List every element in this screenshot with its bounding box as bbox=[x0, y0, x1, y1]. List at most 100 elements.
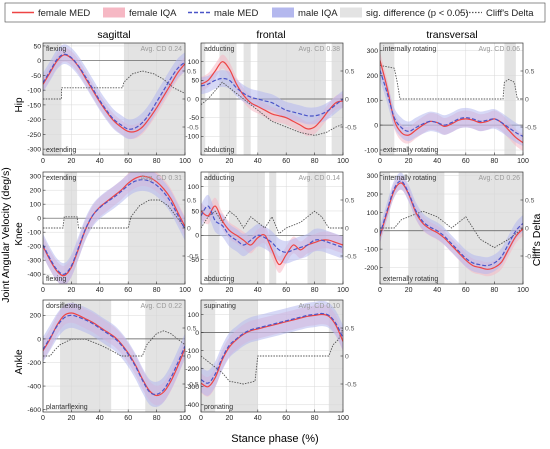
male-med-line bbox=[380, 70, 523, 137]
direction-label-top: dorsiflexing bbox=[46, 303, 82, 310]
y-tick-label: -200 bbox=[185, 366, 199, 373]
x-tick-label: 100 bbox=[517, 158, 529, 165]
panels: 0 20 40 60 80 100 50 0 -50 -100 -150 -200 -250 -300 0.… bbox=[27, 42, 537, 422]
x-tick-label: 80 bbox=[153, 158, 161, 165]
cd-tick-label: 0 bbox=[345, 353, 349, 360]
cd-tick-label: 0 bbox=[525, 225, 529, 232]
y-tick-label: 100 bbox=[30, 202, 42, 209]
direction-label-top: supinating bbox=[204, 303, 236, 310]
x-tick-label: 100 bbox=[179, 415, 191, 422]
cliffs-delta-line bbox=[43, 199, 185, 229]
cliffs-delta-line bbox=[201, 327, 343, 385]
cd-tick-label: 0.5 bbox=[345, 325, 355, 332]
legend-entry-cd: Cliff's Delta bbox=[460, 8, 534, 19]
cd-tick-label: 0 bbox=[187, 96, 191, 103]
x-tick-label: 100 bbox=[179, 287, 191, 294]
y-tick-label: 200 bbox=[30, 188, 42, 195]
y-tick-label: -200 bbox=[364, 265, 378, 272]
x-tick-label: 20 bbox=[68, 415, 76, 422]
x-tick-label: 20 bbox=[405, 287, 413, 294]
female-med-line bbox=[43, 175, 185, 277]
direction-label-bottom: pronating bbox=[204, 404, 233, 411]
x-tick-label: 0 bbox=[378, 287, 382, 294]
direction-label-top: flexing bbox=[46, 46, 66, 53]
cd-tick-label: -0.5 bbox=[525, 253, 537, 260]
sig-difference-region bbox=[504, 43, 516, 155]
x-tick-label: 0 bbox=[41, 158, 45, 165]
male-iqa-band bbox=[43, 44, 185, 140]
y-tick-label: 0 bbox=[195, 330, 199, 337]
cd-tick-label: 0.5 bbox=[187, 197, 197, 204]
direction-label-top: internally rotating bbox=[383, 46, 436, 53]
y-tick-label: -300 bbox=[185, 384, 199, 391]
legend-label: male MED bbox=[214, 8, 258, 19]
male-med-line bbox=[43, 53, 185, 130]
y-tick-label: -50 bbox=[189, 257, 199, 264]
y-tick-label: 0 bbox=[37, 216, 41, 223]
cd-tick-label: 0.5 bbox=[525, 68, 535, 75]
legend-label: Cliff's Delta bbox=[486, 8, 534, 19]
cd-tick-label: 0 bbox=[345, 96, 349, 103]
direction-label-bottom: extending bbox=[46, 147, 76, 154]
x-tick-label: 100 bbox=[337, 287, 349, 294]
x-tick-label: 20 bbox=[68, 158, 76, 165]
x-tick-label: 40 bbox=[433, 287, 441, 294]
male-iqa-band bbox=[380, 60, 523, 147]
legend-label: sig. difference (p < 0.05) bbox=[366, 8, 469, 19]
x-tick-label: 80 bbox=[311, 415, 319, 422]
y-tick-label: -100 bbox=[27, 88, 41, 95]
direction-label-top: adducting bbox=[204, 46, 234, 53]
female-med-line bbox=[380, 60, 523, 144]
y-tick-label: -100 bbox=[364, 247, 378, 254]
column-titles: sagittal frontal transversal bbox=[97, 29, 477, 41]
y-tick-label: -300 bbox=[27, 258, 41, 265]
x-tick-label: 80 bbox=[311, 287, 319, 294]
x-tick-label: 20 bbox=[226, 415, 234, 422]
y-tick-label: 300 bbox=[367, 173, 379, 180]
y-tick-label: 0 bbox=[37, 336, 41, 343]
x-tick-label: 60 bbox=[124, 415, 132, 422]
cd-tick-label: 0 bbox=[187, 225, 191, 232]
y-tick-label: 100 bbox=[188, 184, 200, 191]
x-tick-label: 40 bbox=[96, 415, 104, 422]
panel-knee-frontal: 0 20 40 60 80 100 100 50 0 -50 0.5 0 -0.5 adducting ab… bbox=[188, 171, 357, 294]
x-tick-label: 0 bbox=[199, 158, 203, 165]
avg-cd-label: Avg. CD 0.31 bbox=[140, 175, 182, 182]
female-med-line bbox=[201, 205, 343, 266]
female-iqa-band bbox=[201, 54, 343, 136]
avg-cd-label: Avg. CD 0.24 bbox=[140, 46, 182, 53]
row-title-hip: Hip bbox=[14, 97, 25, 112]
sig-difference-region bbox=[380, 172, 391, 284]
avg-cd-label: Avg. CD 0.26 bbox=[478, 175, 520, 182]
y-tick-label: -400 bbox=[27, 272, 41, 279]
cd-tick-label: -0.5 bbox=[525, 124, 537, 131]
x-tick-label: 40 bbox=[254, 415, 262, 422]
y-tick-label: 200 bbox=[367, 191, 379, 198]
cliffs-delta-line bbox=[201, 81, 343, 136]
x-tick-label: 40 bbox=[254, 158, 262, 165]
legend: female MED female IQA male MED male IQA sig.… bbox=[4, 2, 546, 23]
direction-label-top: extending bbox=[46, 175, 76, 182]
y-tick-label: 50 bbox=[191, 78, 199, 85]
legend-label: female IQA bbox=[129, 8, 177, 19]
row-title-ankle: Ankle bbox=[14, 349, 25, 374]
y-tick-label: 0 bbox=[195, 233, 199, 240]
direction-label-bottom: abducting bbox=[204, 147, 234, 154]
cd-tick-label: 0.5 bbox=[345, 68, 355, 75]
panel-hip-transversal: 0 20 40 60 80 1003002001000-1000.50-0.5intern… bbox=[364, 42, 537, 165]
y-tick-label: -600 bbox=[27, 407, 41, 414]
y-tick-label: 100 bbox=[188, 59, 200, 66]
x-tick-label: 80 bbox=[153, 415, 161, 422]
y-tick-label: -50 bbox=[31, 73, 41, 80]
cd-tick-label: -0.5 bbox=[345, 124, 357, 131]
x-tick-label: 0 bbox=[199, 287, 203, 294]
y-tick-label: 50 bbox=[33, 43, 41, 50]
direction-label-bottom: plantarflexing bbox=[46, 404, 88, 411]
x-tick-label: 80 bbox=[153, 287, 161, 294]
x-tick-label: 100 bbox=[517, 287, 529, 294]
panel-knee-sagittal: 0 20 40 60 80 100 300 200 100 0 -100 -200 -300 -400 0.… bbox=[27, 171, 199, 294]
cd-tick-label: 0 bbox=[345, 225, 349, 232]
x-tick-label: 20 bbox=[226, 158, 234, 165]
x-tick-label: 20 bbox=[68, 287, 76, 294]
